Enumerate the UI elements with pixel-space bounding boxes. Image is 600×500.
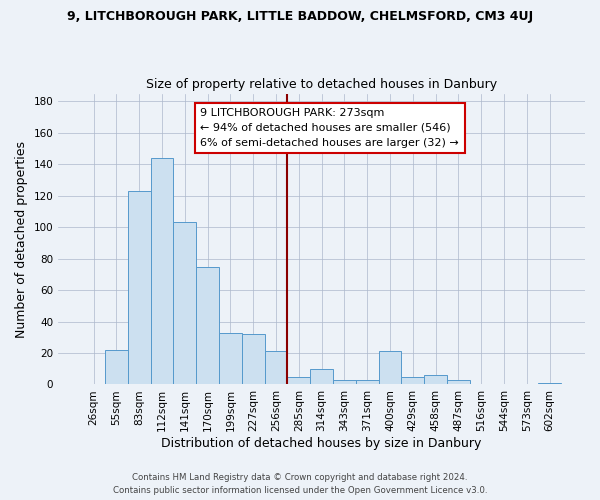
Title: Size of property relative to detached houses in Danbury: Size of property relative to detached ho…: [146, 78, 497, 91]
Bar: [242, 334, 265, 384]
Bar: [424, 375, 447, 384]
Bar: [356, 380, 379, 384]
Bar: [333, 380, 356, 384]
Bar: [151, 158, 173, 384]
Bar: [379, 352, 401, 384]
Bar: [310, 368, 333, 384]
Text: Contains HM Land Registry data © Crown copyright and database right 2024.
Contai: Contains HM Land Registry data © Crown c…: [113, 474, 487, 495]
Y-axis label: Number of detached properties: Number of detached properties: [15, 140, 28, 338]
Bar: [401, 376, 424, 384]
Bar: [219, 332, 242, 384]
Bar: [538, 383, 561, 384]
Text: 9 LITCHBOROUGH PARK: 273sqm
← 94% of detached houses are smaller (546)
6% of sem: 9 LITCHBOROUGH PARK: 273sqm ← 94% of det…: [200, 108, 459, 148]
Bar: [105, 350, 128, 384]
Bar: [287, 376, 310, 384]
Bar: [447, 380, 470, 384]
Bar: [196, 266, 219, 384]
X-axis label: Distribution of detached houses by size in Danbury: Distribution of detached houses by size …: [161, 437, 482, 450]
Text: 9, LITCHBOROUGH PARK, LITTLE BADDOW, CHELMSFORD, CM3 4UJ: 9, LITCHBOROUGH PARK, LITTLE BADDOW, CHE…: [67, 10, 533, 23]
Bar: [128, 191, 151, 384]
Bar: [265, 352, 287, 384]
Bar: [173, 222, 196, 384]
